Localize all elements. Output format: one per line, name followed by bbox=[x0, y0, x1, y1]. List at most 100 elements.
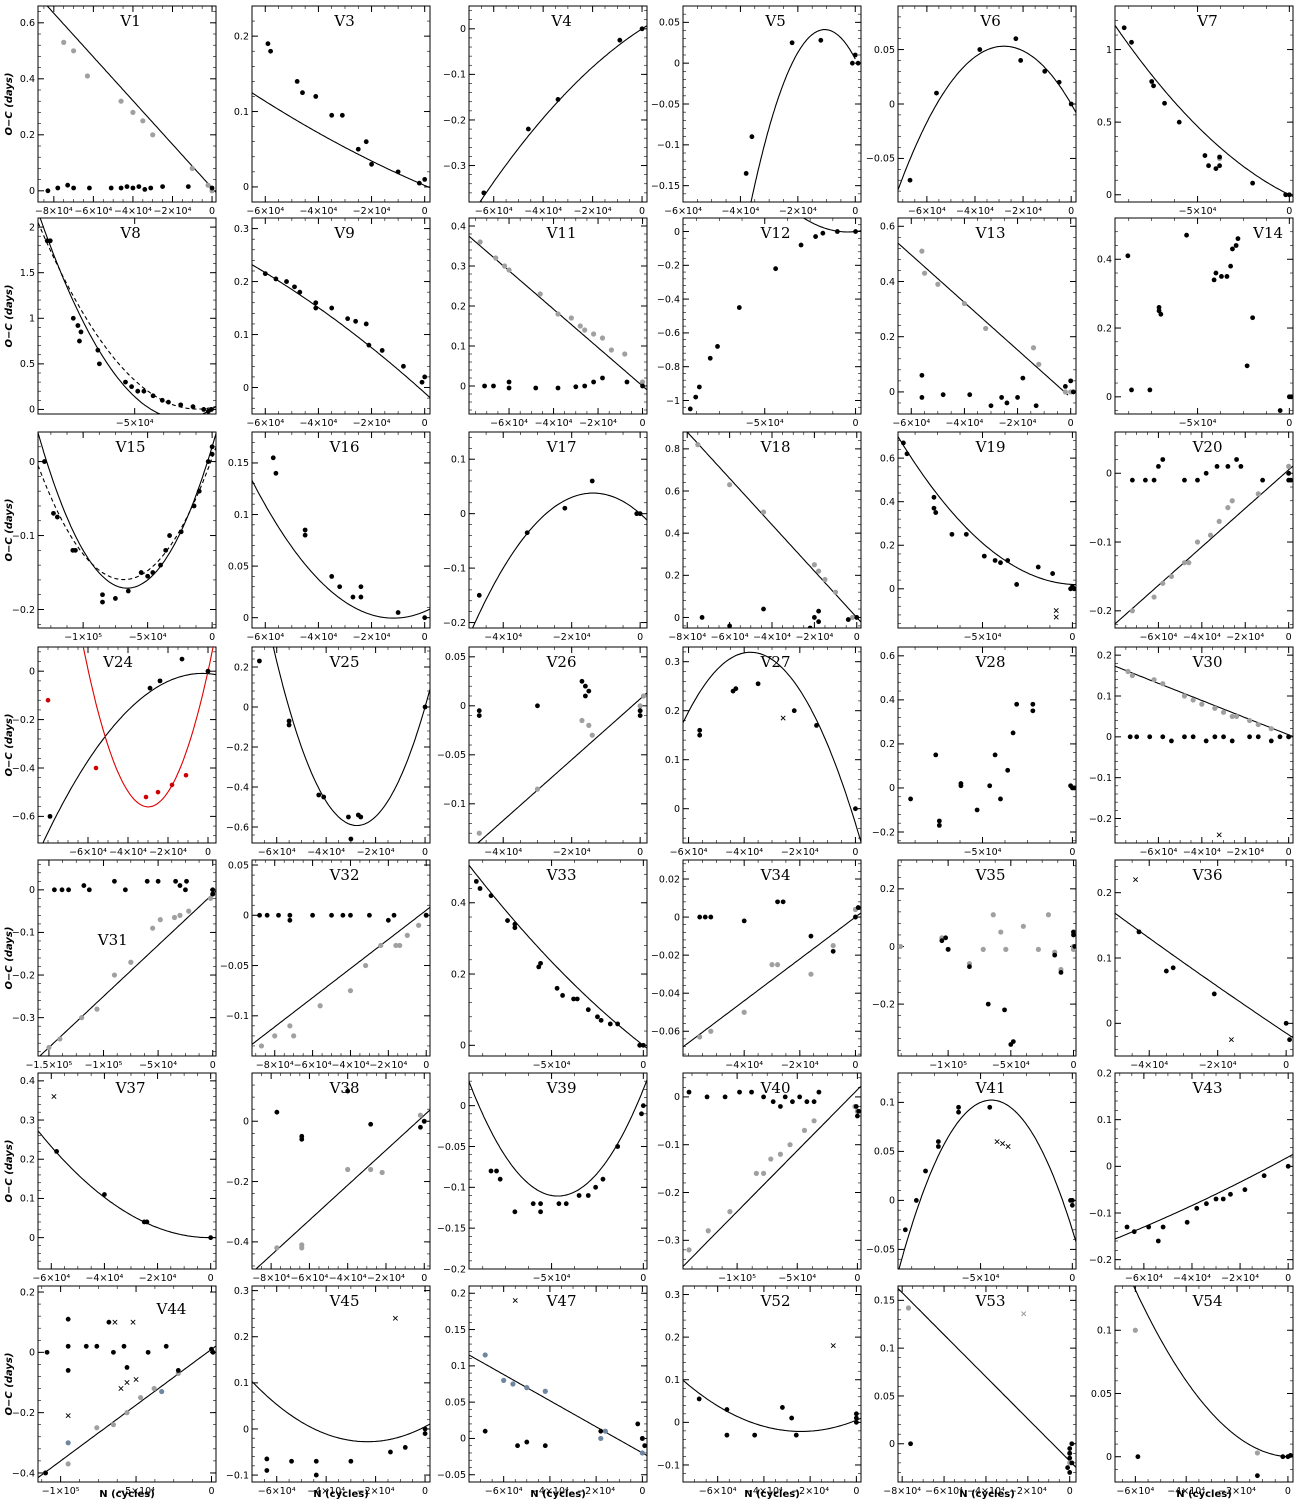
black-point bbox=[118, 185, 124, 191]
y-tick-label: 0.1 bbox=[20, 1194, 35, 1205]
black-point bbox=[598, 1017, 604, 1023]
black-point bbox=[1260, 477, 1266, 483]
black-point bbox=[289, 1458, 294, 1464]
black-point bbox=[1217, 163, 1222, 169]
fit-curve bbox=[38, 432, 216, 589]
gray-point bbox=[299, 1242, 305, 1248]
black-point bbox=[1170, 965, 1176, 971]
y-tick-label: 0 bbox=[243, 182, 249, 193]
black-point bbox=[178, 529, 184, 535]
x-tick-label: −4×10⁴ bbox=[945, 418, 983, 429]
y-tick-label: 0 bbox=[1106, 1019, 1112, 1030]
panel-title: V12 bbox=[760, 224, 791, 242]
black-point bbox=[1014, 701, 1020, 707]
y-tick-label: −0.1 bbox=[443, 563, 466, 574]
panel-title: V13 bbox=[975, 224, 1006, 242]
black-point bbox=[264, 1456, 270, 1462]
plot-area bbox=[683, 1085, 861, 1267]
black-point bbox=[530, 1201, 536, 1207]
x-tick-label: −6×10⁴ bbox=[475, 206, 513, 217]
y-tick-label: 0 bbox=[243, 1117, 249, 1128]
gray-point bbox=[980, 946, 986, 952]
x-tick-label: 0 bbox=[209, 206, 215, 217]
black-point bbox=[1013, 36, 1019, 42]
black-point bbox=[65, 1368, 71, 1373]
x-tick-label: 0 bbox=[421, 1273, 427, 1284]
gray-point bbox=[727, 1209, 733, 1215]
blue-point bbox=[501, 1377, 507, 1383]
black-point bbox=[44, 1349, 50, 1355]
black-point bbox=[992, 558, 998, 563]
black-point bbox=[1068, 101, 1074, 107]
black-point bbox=[183, 887, 188, 893]
fit-curve bbox=[898, 1099, 1076, 1269]
black-point bbox=[313, 305, 319, 311]
black-point bbox=[992, 752, 998, 758]
black-point bbox=[820, 230, 826, 236]
x-tick-label: −4×10⁴ bbox=[725, 847, 763, 858]
gray-point bbox=[898, 943, 904, 950]
fit-curve bbox=[898, 436, 1076, 586]
x-tick-label: −6×10⁴ bbox=[925, 1486, 963, 1497]
fit-curve bbox=[38, 222, 216, 410]
x-tick-label: 0 bbox=[422, 1486, 428, 1497]
black-point bbox=[1213, 270, 1219, 276]
panel-frame bbox=[468, 646, 648, 844]
y-tick-label: 0.2 bbox=[234, 277, 249, 288]
x-tick-label: 0 bbox=[852, 1060, 858, 1071]
black-point bbox=[123, 379, 128, 385]
y-tick-label: 0 bbox=[889, 1196, 895, 1207]
black-point bbox=[302, 527, 308, 533]
gray-point bbox=[363, 962, 369, 969]
black-point bbox=[780, 1405, 785, 1410]
black-point bbox=[273, 470, 279, 476]
fit-curve bbox=[469, 1079, 647, 1197]
black-point bbox=[1151, 477, 1157, 483]
x-tick-label: 0 bbox=[639, 1486, 645, 1497]
black-point bbox=[1052, 952, 1058, 958]
y-tick-label: −0.2 bbox=[226, 1177, 249, 1188]
gray-point bbox=[1035, 946, 1041, 952]
y-tick-label: 0 bbox=[460, 381, 466, 392]
x-tick-label: −6×10⁴ bbox=[485, 1486, 523, 1497]
x-tick-label: −4×10⁴ bbox=[299, 206, 337, 217]
black-point bbox=[722, 1094, 728, 1100]
black-point bbox=[818, 37, 824, 43]
y-tick-label: −0.2 bbox=[872, 999, 895, 1010]
y-tick-label: 0 bbox=[674, 1418, 680, 1429]
black-point bbox=[157, 678, 163, 684]
gray-point bbox=[1030, 345, 1037, 351]
fit-curve bbox=[255, 1109, 430, 1269]
black-point bbox=[423, 912, 429, 918]
panel-frame bbox=[1114, 1285, 1294, 1483]
panel-frame bbox=[682, 1285, 862, 1483]
gray-point bbox=[577, 323, 583, 329]
black-point bbox=[743, 171, 749, 176]
black-point bbox=[476, 713, 482, 718]
black-point bbox=[54, 514, 60, 520]
panel-title: V6 bbox=[979, 12, 1000, 30]
gray-point bbox=[111, 972, 118, 978]
black-point bbox=[262, 271, 268, 277]
black-point bbox=[83, 1343, 89, 1349]
x-tick-label: −6×10⁴ bbox=[711, 632, 749, 643]
black-point bbox=[617, 37, 623, 43]
black-point bbox=[150, 570, 156, 575]
black-point bbox=[853, 229, 858, 234]
black-point bbox=[981, 553, 987, 559]
black-point bbox=[1030, 701, 1036, 707]
black-point bbox=[956, 1109, 961, 1115]
black-point bbox=[363, 321, 369, 327]
gray-point bbox=[1229, 498, 1235, 504]
black-point bbox=[1250, 315, 1256, 321]
black-point bbox=[939, 938, 945, 944]
black-point bbox=[1068, 783, 1074, 789]
black-point bbox=[1156, 305, 1162, 310]
black-point bbox=[1283, 1020, 1289, 1026]
black-point bbox=[366, 342, 372, 348]
black-point bbox=[593, 1184, 599, 1190]
y-tick-label: −0.3 bbox=[12, 1013, 35, 1024]
black-point bbox=[707, 355, 713, 361]
panel-v4: −0.3 −0.2 −0.1 0 −6×10⁴ −4×10⁴ −2×10⁴ 0 V4 bbox=[443, 5, 648, 217]
black-point bbox=[902, 1227, 908, 1233]
